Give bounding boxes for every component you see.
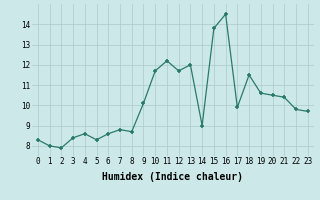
X-axis label: Humidex (Indice chaleur): Humidex (Indice chaleur): [102, 172, 243, 182]
